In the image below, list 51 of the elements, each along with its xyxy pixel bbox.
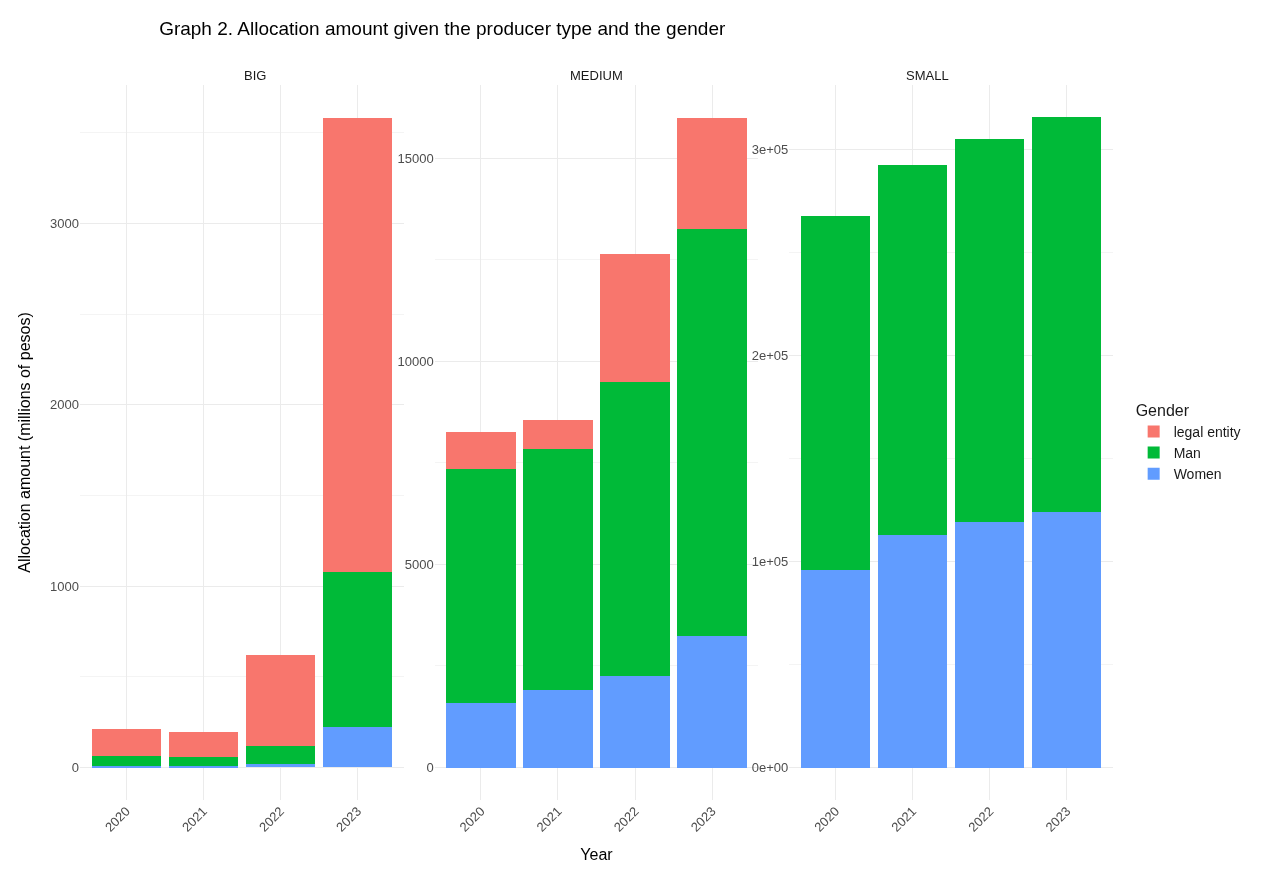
bar	[322, 571, 393, 728]
bar	[877, 165, 948, 536]
y-tick-label: 1e+05	[751, 553, 789, 569]
bar	[523, 420, 593, 449]
y-tick-label: 5000	[404, 556, 434, 572]
y-tick-label: 0	[71, 759, 79, 775]
bar	[91, 729, 161, 757]
bar	[446, 432, 516, 469]
y-tick-label: 1000	[50, 578, 79, 594]
legend-label: Women	[1173, 466, 1222, 483]
bar	[523, 448, 593, 691]
bar	[322, 118, 393, 572]
x-axis-title: Year	[580, 846, 614, 864]
y-tick-label: 15000	[397, 150, 434, 166]
y-axis-title: Allocation amount (millions of pesos)	[15, 312, 33, 573]
bar	[168, 732, 238, 758]
bar	[800, 215, 871, 571]
bar	[600, 253, 670, 382]
bar	[677, 229, 747, 636]
bar	[677, 635, 747, 768]
bar	[1032, 117, 1102, 513]
y-tick-label: 2000	[50, 397, 79, 413]
bar	[446, 468, 516, 703]
text: Graph 2. Allocation amount given the producer type and the gender	[159, 18, 726, 40]
bar	[800, 570, 871, 768]
y-tick-label: 2e+05	[751, 347, 789, 363]
bar	[600, 381, 670, 677]
y-tick-label: 0	[426, 760, 434, 776]
bar	[677, 117, 747, 230]
y-tick-label: 0e+00	[751, 760, 789, 776]
bar	[91, 756, 161, 767]
bar	[523, 690, 593, 768]
chart-subtitle: BIG	[244, 68, 267, 83]
legend-label: legal entity	[1173, 423, 1241, 440]
bar	[322, 727, 393, 768]
legend-label: Man	[1173, 445, 1201, 462]
legend-title: Gender	[1135, 401, 1190, 419]
bar	[955, 139, 1025, 522]
chart-subtitle: MEDIUM	[570, 68, 623, 83]
bar	[446, 702, 516, 768]
y-tick-label: 3000	[50, 216, 79, 232]
bar	[600, 676, 670, 768]
bar	[955, 521, 1025, 768]
y-tick-label: 3e+05	[751, 141, 789, 157]
bar	[245, 654, 316, 746]
bar	[168, 757, 238, 767]
bar	[245, 745, 316, 764]
chart-subtitle: SMALL	[906, 68, 949, 83]
y-tick-label: 10000	[397, 353, 434, 369]
bar	[1032, 512, 1102, 768]
bar	[877, 535, 948, 768]
